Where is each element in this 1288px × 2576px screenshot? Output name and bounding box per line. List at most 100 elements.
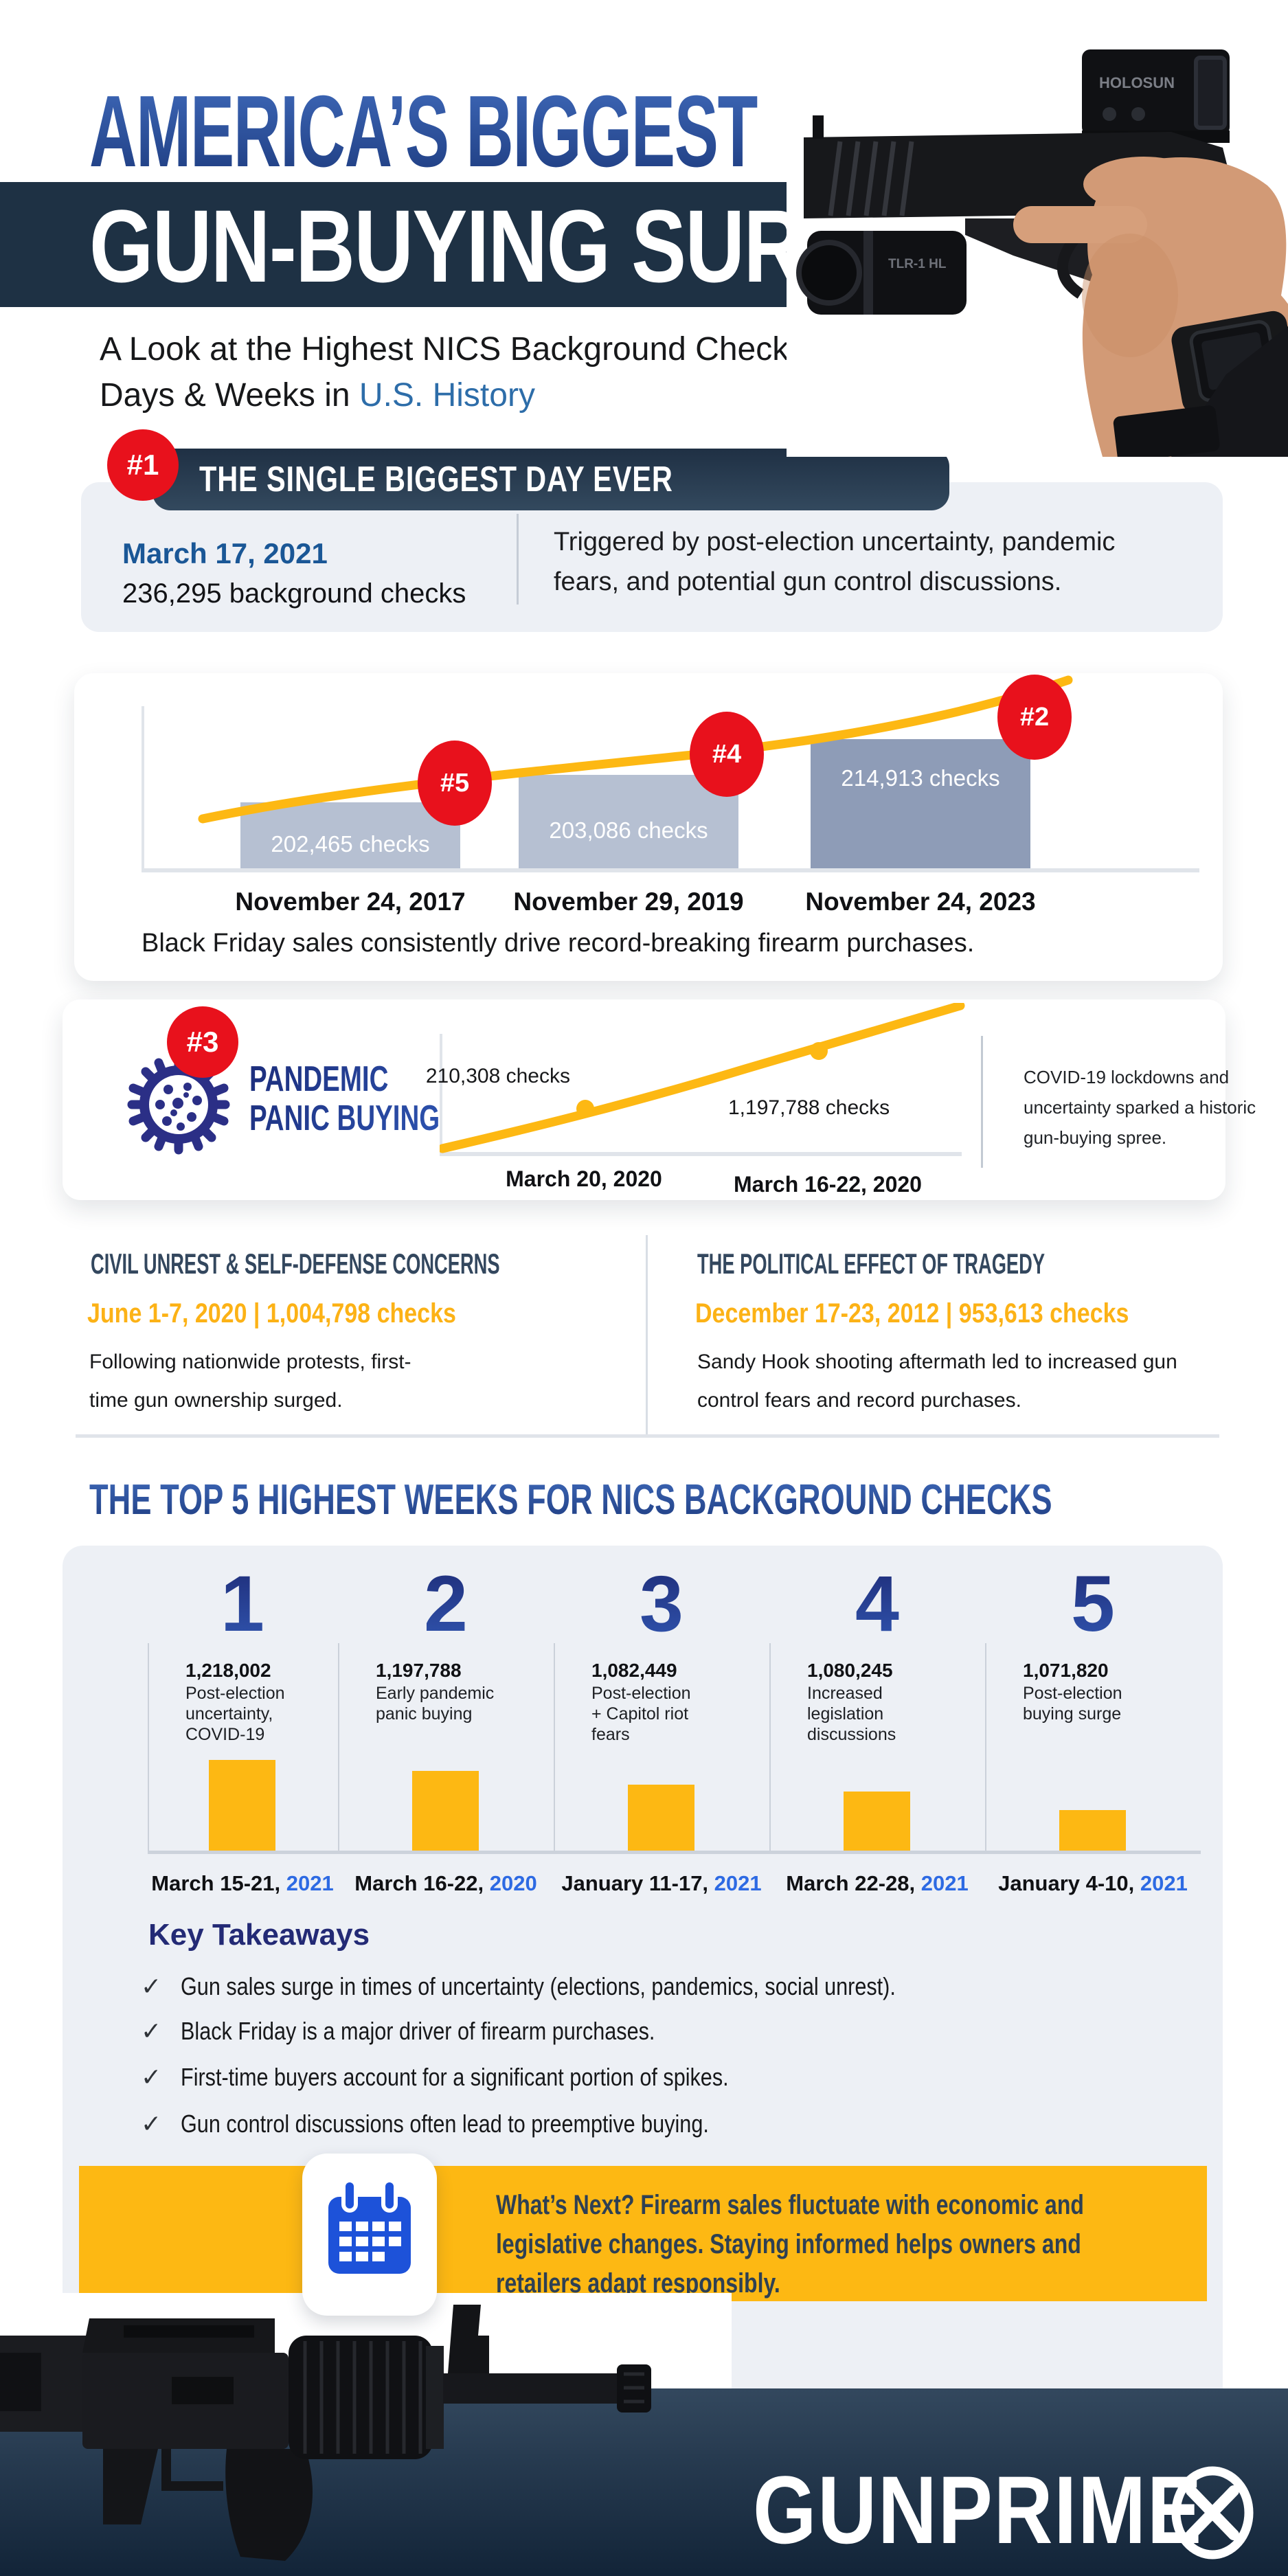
brand-logo-emblem-icon: [1171, 2466, 1254, 2560]
top5-title: THE TOP 5 HIGHEST WEEKS FOR NICS BACKGRO…: [89, 1476, 1052, 1524]
top5-desc-2: Early pandemic panic buying: [376, 1684, 495, 1724]
top5-date-4-text: March 22-28,: [786, 1871, 921, 1895]
top5-value-5: 1,071,820: [1023, 1660, 1109, 1681]
takeaway-item-3: ✓ First-time buyers account for a signif…: [141, 2063, 1171, 2092]
red-dot-sight-icon: HOLOSUN: [1082, 49, 1230, 143]
tragedy-heading: THE POLITICAL EFFECT OF TRAGEDY: [697, 1247, 1046, 1280]
pandemic-point1-date: March 20, 2020: [506, 1166, 662, 1191]
takeaways-heading: Key Takeaways: [148, 1918, 370, 1952]
pandemic-description: COVID-19 lockdowns and uncertainty spark…: [1024, 1067, 1256, 1148]
brand-logo-text: GUNPRIME: [753, 2456, 1203, 2564]
whats-next-text: What’s Next? Firearm sales fluctuate wit…: [496, 2190, 1084, 2298]
top5-rank-2: 2: [377, 1565, 515, 1644]
events-divider: [646, 1235, 648, 1436]
biggest-day-stat: 236,295 background checks: [122, 578, 466, 609]
top5-date-2-text: March 16-22,: [354, 1871, 490, 1895]
top5-col-line: [148, 1643, 149, 1852]
magazine-baseplate: [1113, 405, 1220, 462]
optic-brand-label: HOLOSUN: [1099, 74, 1175, 91]
top5-bar-5: [1059, 1810, 1126, 1852]
bf-date-2023: November 24, 2023: [805, 888, 1036, 916]
biggest-day-description: Triggered by post-election uncertainty, …: [554, 528, 1116, 596]
top5-date-1-text: March 15-21,: [151, 1871, 286, 1895]
main-title-line1: AMERICA’S BIGGEST: [89, 75, 758, 188]
top5-date-3: January 11-17, 2021: [545, 1871, 778, 1896]
biggest-day-date: March 17, 2021: [122, 537, 328, 569]
events-rule: [76, 1434, 1219, 1438]
bf-bar-2019: 203,086 checks: [519, 775, 738, 868]
pandemic-point1-label: 210,308 checks: [425, 1065, 570, 1087]
top5-date-3-year: 2021: [714, 1871, 762, 1895]
top5-value-3: 1,082,449: [591, 1660, 677, 1681]
top5-date-4: March 22-28, 2021: [760, 1871, 994, 1896]
takeaway-item-4: ✓ Gun control discussions often lead to …: [141, 2110, 1171, 2138]
check-icon: ✓: [141, 2063, 162, 2091]
top5-desc-5: Post-election buying surge: [1023, 1684, 1122, 1724]
bf-bar-2023: 214,913 checks: [811, 739, 1030, 868]
bf-date-2019: November 29, 2019: [513, 888, 744, 916]
pistol-photo: HOLOSUN: [787, 0, 1288, 462]
top5-col-line: [985, 1643, 986, 1852]
top5-date-3-text: January 11-17,: [561, 1871, 714, 1895]
pandemic-title: PANDEMIC PANIC BUYING: [249, 1059, 440, 1138]
check-icon: ✓: [141, 2110, 162, 2138]
top5-desc-3: Post-election + Capitol riot fears: [591, 1684, 691, 1744]
badge-1: #1: [107, 429, 179, 501]
top5-col-line: [769, 1643, 771, 1852]
takeaway-item-2: ✓ Black Friday is a major driver of fire…: [141, 2017, 1171, 2046]
tragedy-body: Sandy Hook shooting aftermath led to inc…: [697, 1351, 1177, 1412]
top5-bar-4: [844, 1792, 910, 1852]
top5-value-2: 1,197,788: [376, 1660, 462, 1681]
top5-bar-2: [412, 1771, 479, 1852]
top5-bar-1: [209, 1760, 275, 1852]
top5-value-4: 1,080,245: [807, 1660, 893, 1681]
takeaway-text: Gun sales surge in times of uncertainty …: [181, 1972, 896, 2000]
subtitle-line2-highlight: U.S. History: [359, 377, 535, 414]
tragedy-stat: December 17-23, 2012 | 953,613 checks: [695, 1298, 1129, 1329]
top5-rank-5: 5: [1024, 1565, 1162, 1644]
top5-date-5-year: 2021: [1140, 1871, 1188, 1895]
bf-date-2017: November 24, 2017: [235, 888, 466, 916]
top5-rank-1: 1: [174, 1565, 311, 1644]
takeaway-item-1: ✓ Gun sales surge in times of uncertaint…: [141, 1972, 1171, 2001]
takeaway-text: First-time buyers account for a signific…: [181, 2063, 729, 2091]
takeaway-text: Gun control discussions often lead to pr…: [181, 2110, 709, 2138]
whats-next-banner: [79, 2166, 1207, 2301]
pandemic-line-chart: [440, 1003, 965, 1153]
top5-date-1-year: 2021: [286, 1871, 334, 1895]
bf-bar-2017-label: 202,465 checks: [271, 831, 430, 857]
pistol-illustration: HOLOSUN: [796, 49, 1288, 462]
weapon-light-icon: TLR-1 HL: [796, 231, 967, 315]
bf-trend-line: [198, 675, 1073, 824]
bf-bar-2019-label: 203,086 checks: [549, 817, 708, 843]
pandemic-divider: [981, 1036, 983, 1168]
top5-date-5: January 4-10, 2021: [976, 1871, 1210, 1896]
check-icon: ✓: [141, 2017, 162, 2045]
check-icon: ✓: [141, 1972, 162, 2000]
subtitle-line2-prefix: Days & Weeks in: [100, 377, 359, 414]
bf-bar-2017: 202,465 checks: [240, 802, 460, 868]
top5-col-line: [338, 1643, 339, 1852]
civil-unrest-body: Following nationwide protests, first- ti…: [89, 1351, 411, 1412]
top5-date-2: March 16-22, 2020: [329, 1871, 563, 1896]
calendar-icon: [328, 2179, 411, 2274]
virus-icon: [127, 1054, 230, 1155]
takeaway-text: Black Friday is a major driver of firear…: [181, 2017, 655, 2045]
badge-2: #2: [997, 675, 1072, 760]
top5-col-line: [554, 1643, 555, 1852]
top5-date-1: March 15-21, 2021: [126, 1871, 359, 1896]
bf-baseline: [142, 868, 1199, 872]
top5-rank-4: 4: [809, 1565, 946, 1644]
top5-date-2-year: 2020: [489, 1871, 537, 1895]
pandemic-point2-date: March 16-22, 2020: [734, 1172, 922, 1197]
civil-unrest-heading: CIVIL UNREST & SELF-DEFENSE CONCERNS: [91, 1247, 500, 1280]
badge-4: #4: [690, 712, 764, 797]
biggest-day-header-bar: THE SINGLE BIGGEST DAY EVER: [152, 449, 949, 510]
badge-5: #5: [418, 741, 492, 826]
pandemic-baseline: [440, 1152, 962, 1156]
top5-rank-3: 3: [593, 1565, 730, 1644]
light-brand-label: TLR-1 HL: [888, 257, 947, 271]
top5-date-4-year: 2021: [920, 1871, 969, 1895]
bf-bar-2023-label: 214,913 checks: [841, 765, 1000, 791]
